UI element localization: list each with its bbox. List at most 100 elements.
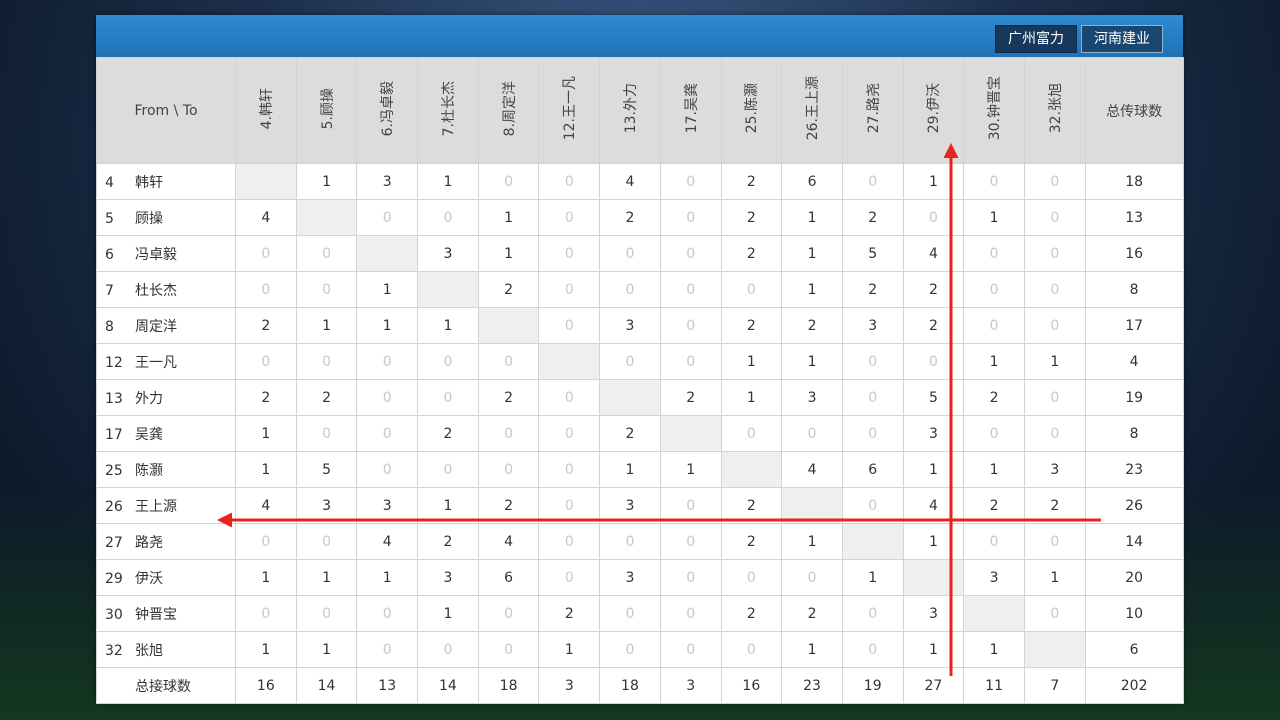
cell: 0 xyxy=(659,199,722,236)
cell: 2 xyxy=(720,199,783,236)
cell: 0 xyxy=(659,487,722,524)
cell: 0 xyxy=(720,559,783,596)
cell xyxy=(963,595,1025,632)
cell: 2 xyxy=(477,487,540,524)
cell: 1 xyxy=(235,451,297,488)
row-header: 30 钟晋宝 xyxy=(96,595,236,632)
player-name: 王一凡 xyxy=(135,354,177,371)
column-header: 6.冯卓毅 xyxy=(356,57,419,164)
cell: 0 xyxy=(841,163,904,200)
row-total: 20 xyxy=(1084,559,1184,596)
cell: 2 xyxy=(781,307,843,344)
player-name: 路尧 xyxy=(135,534,163,551)
cell: 1 xyxy=(963,451,1025,488)
cell: 0 xyxy=(538,559,601,596)
cell: 0 xyxy=(477,631,540,668)
column-label: 4.韩轩 xyxy=(258,87,275,130)
player-name: 吴龚 xyxy=(135,426,163,443)
tab[interactable]: 河南建业 xyxy=(1081,25,1163,53)
cell: 5 xyxy=(295,451,358,488)
cell xyxy=(538,343,601,380)
player-number: 8 xyxy=(105,318,114,335)
cell: 0 xyxy=(841,487,904,524)
cell: 1 xyxy=(417,487,479,524)
cell: 2 xyxy=(417,415,479,452)
cell: 1 xyxy=(295,631,358,668)
player-name: 韩轩 xyxy=(135,174,163,191)
cell: 1 xyxy=(781,235,843,272)
player-number: 32 xyxy=(105,642,123,659)
row: 32 张旭 1 1 0 0 0 1 0 0 0 1 0 1 1 6 xyxy=(96,631,1184,668)
cell: 2 xyxy=(841,271,904,308)
cell: 2 xyxy=(295,379,358,416)
cell: 1 xyxy=(356,559,419,596)
cell: 0 xyxy=(659,523,722,560)
row: 13 外力 2 2 0 0 2 0 2 1 3 0 5 2 0 19 xyxy=(96,379,1184,416)
cell: 0 xyxy=(295,415,358,452)
cell: 3 xyxy=(902,415,965,452)
cell: 1 xyxy=(902,523,965,560)
tabs: 广州富力 河南建业 xyxy=(995,25,1163,53)
cell: 4 xyxy=(902,235,965,272)
cell: 1 xyxy=(902,631,965,668)
cell: 1 xyxy=(720,343,783,380)
cell: 14 xyxy=(417,667,479,704)
cell: 1 xyxy=(1023,343,1086,380)
row: 5 顾操 4 0 0 1 0 2 0 2 1 2 0 1 0 13 xyxy=(96,199,1184,236)
column-header: 13.外力 xyxy=(599,57,661,164)
cell: 19 xyxy=(841,667,904,704)
cell: 0 xyxy=(477,163,540,200)
cell: 2 xyxy=(235,379,297,416)
cell: 0 xyxy=(538,379,601,416)
tab[interactable]: 广州富力 xyxy=(995,25,1077,53)
cell: 2 xyxy=(235,307,297,344)
cell: 0 xyxy=(538,451,601,488)
player-name: 伊沃 xyxy=(135,570,163,587)
cell: 0 xyxy=(720,271,783,308)
row-header: 13 外力 xyxy=(96,379,236,416)
row-total: 4 xyxy=(1084,343,1184,380)
footer-row: 总接球数 16 14 13 14 18 3 18 3 16 23 19 27 11 7 202 xyxy=(96,667,1184,704)
cell: 0 xyxy=(599,235,661,272)
cell xyxy=(295,199,358,236)
column-label: 7.杜长杰 xyxy=(440,80,457,137)
cell: 0 xyxy=(841,595,904,632)
cell: 0 xyxy=(235,235,297,272)
cell: 0 xyxy=(659,343,722,380)
column-label: 17.吴龚 xyxy=(683,83,700,134)
cell xyxy=(356,235,419,272)
panel: 广州富力 河南建业 From \ To 4.韩轩 5.顾操 6.冯卓毅 7.杜长杰 8.周定… xyxy=(96,15,1184,704)
row: 12 王一凡 0 0 0 0 0 0 0 1 1 0 0 1 1 4 xyxy=(96,343,1184,380)
cell xyxy=(477,307,540,344)
cell: 0 xyxy=(1023,271,1086,308)
cell: 3 xyxy=(417,559,479,596)
cell: 0 xyxy=(902,343,965,380)
cell: 2 xyxy=(841,199,904,236)
cell: 7 xyxy=(1023,667,1086,704)
row-total: 17 xyxy=(1084,307,1184,344)
cell: 1 xyxy=(781,523,843,560)
grand-total: 202 xyxy=(1084,667,1184,704)
player-number: 6 xyxy=(105,246,114,263)
cell: 16 xyxy=(720,667,783,704)
cell: 1 xyxy=(295,163,358,200)
player-number: 29 xyxy=(105,570,123,587)
player-number: 26 xyxy=(105,498,123,515)
player-name: 顾操 xyxy=(135,210,163,227)
total-header: 总传球数 xyxy=(1084,57,1184,164)
cell: 0 xyxy=(295,343,358,380)
cell: 2 xyxy=(417,523,479,560)
cell: 2 xyxy=(963,487,1025,524)
cell: 0 xyxy=(659,307,722,344)
cell: 0 xyxy=(599,523,661,560)
cell: 1 xyxy=(477,199,540,236)
cell: 1 xyxy=(1023,559,1086,596)
cell: 0 xyxy=(538,415,601,452)
cell: 3 xyxy=(599,559,661,596)
corner-header: From \ To xyxy=(96,57,236,164)
row-total: 19 xyxy=(1084,379,1184,416)
column-label: 12.王一凡 xyxy=(562,76,579,141)
cell: 0 xyxy=(841,343,904,380)
cell: 0 xyxy=(963,271,1025,308)
row: 7 杜长杰 0 0 1 2 0 0 0 0 1 2 2 0 0 8 xyxy=(96,271,1184,308)
